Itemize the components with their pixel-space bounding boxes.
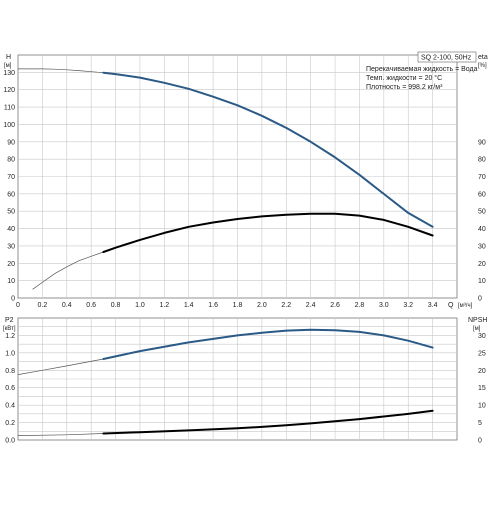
top-y-right-unit: [%] bbox=[478, 63, 487, 69]
x-tick-label: 2.6 bbox=[330, 302, 340, 309]
x-tick-label: 3.2 bbox=[403, 302, 413, 309]
top-y-left-tick-label: 90 bbox=[7, 139, 15, 146]
bottom-y-right-title: NPSH bbox=[468, 317, 487, 324]
bottom-y-left-tick-label: 0.8 bbox=[5, 368, 15, 375]
top-y-left-tick-label: 10 bbox=[7, 278, 15, 285]
bottom-y-right-unit: [м] bbox=[473, 326, 481, 332]
top-y-left-tick-label: 60 bbox=[7, 191, 15, 198]
efficiency-curve bbox=[102, 212, 434, 253]
top-y-left-tick-label: 130 bbox=[3, 70, 15, 77]
power-curve-extension bbox=[17, 358, 104, 375]
bottom-y-left-title: P2 bbox=[5, 317, 14, 324]
chart-note-1: Перекачиваемая жидкость = Вода bbox=[366, 66, 478, 73]
bottom-y-right-tick-label: 20 bbox=[478, 368, 486, 375]
x-tick-label: 1.8 bbox=[233, 302, 243, 309]
bottom-y-left-unit: [кВт] bbox=[3, 326, 16, 332]
top-y-left-tick-label: 100 bbox=[3, 122, 15, 129]
top-y-left-tick-label: 40 bbox=[7, 226, 15, 233]
chart-title-box bbox=[417, 51, 477, 63]
top-y-left-tick-label: 50 bbox=[7, 209, 15, 216]
x-tick-label: 1.0 bbox=[135, 302, 145, 309]
x-tick-label: 2.2 bbox=[281, 302, 291, 309]
x-tick-label: 0.2 bbox=[38, 302, 48, 309]
top-y-left-title: H bbox=[6, 54, 11, 61]
top-y-right-title: eta bbox=[478, 54, 488, 61]
npsh-curve bbox=[102, 409, 434, 435]
bottom-y-left-tick-label: 0.2 bbox=[5, 420, 15, 427]
top-y-left-tick-label: 0 bbox=[11, 296, 15, 303]
top-y-right-tick-label: 30 bbox=[478, 243, 486, 250]
bottom-y-left-tick-label: 0.4 bbox=[5, 403, 15, 410]
chart-title: SQ 2-100, 50Hz bbox=[421, 55, 472, 62]
x-axis-title: Q bbox=[448, 302, 454, 309]
x-tick-label: 0.8 bbox=[111, 302, 121, 309]
top-y-right-tick-label: 50 bbox=[478, 209, 486, 216]
top-y-left-unit: [м] bbox=[4, 63, 12, 69]
x-axis-unit: [м³/ч] bbox=[458, 303, 473, 309]
x-tick-label: 1.2 bbox=[159, 302, 169, 309]
head-curve-extension bbox=[18, 68, 104, 74]
power-curve bbox=[102, 328, 434, 360]
bottom-y-right-tick-label: 30 bbox=[478, 333, 486, 340]
bottom-y-left-tick-label: 0.0 bbox=[5, 438, 15, 445]
bottom-y-left-tick-label: 1.0 bbox=[5, 350, 15, 357]
x-tick-label: 3.0 bbox=[379, 302, 389, 309]
top-y-right-tick-label: 60 bbox=[478, 191, 486, 198]
top-y-right-tick-label: 20 bbox=[478, 261, 486, 268]
top-y-right-tick-label: 70 bbox=[478, 174, 486, 181]
x-tick-label: 2.8 bbox=[355, 302, 365, 309]
top-y-left-tick-label: 30 bbox=[7, 243, 15, 250]
x-tick-label: 1.6 bbox=[208, 302, 218, 309]
x-tick-label: 3.4 bbox=[428, 302, 438, 309]
top-y-left-tick-label: 120 bbox=[3, 87, 15, 94]
top-y-left-tick-label: 80 bbox=[7, 157, 15, 164]
top-y-left-tick-label: 70 bbox=[7, 174, 15, 181]
npsh-curve-extension bbox=[17, 433, 104, 436]
x-tick-label: 0.4 bbox=[62, 302, 72, 309]
x-tick-label: 2.0 bbox=[257, 302, 267, 309]
head-curve bbox=[102, 71, 434, 228]
top-y-right-tick-label: 0 bbox=[478, 296, 482, 303]
bottom-y-right-tick-label: 10 bbox=[478, 403, 486, 410]
top-y-right-tick-label: 40 bbox=[478, 226, 486, 233]
bottom-y-right-tick-label: 15 bbox=[478, 385, 486, 392]
top-y-left-tick-label: 20 bbox=[7, 261, 15, 268]
x-tick-label: 1.4 bbox=[184, 302, 194, 309]
x-tick-label: 0.6 bbox=[86, 302, 96, 309]
top-y-right-tick-label: 10 bbox=[478, 278, 486, 285]
efficiency-curve-extension bbox=[32, 251, 104, 290]
bottom-y-left-tick-label: 0.6 bbox=[5, 385, 15, 392]
bottom-y-left-tick-label: 1.2 bbox=[5, 333, 15, 340]
chart-note-2: Темп. жидкости = 20 °C bbox=[366, 74, 442, 82]
top-y-right-tick-label: 80 bbox=[478, 157, 486, 164]
top-y-right-tick-label: 90 bbox=[478, 139, 486, 146]
chart-note-3: Плотность = 998.2 кг/м³ bbox=[366, 84, 443, 91]
x-tick-label: 0 bbox=[16, 302, 20, 309]
bottom-y-right-tick-label: 25 bbox=[478, 350, 486, 357]
bottom-y-right-tick-label: 0 bbox=[478, 438, 482, 445]
top-y-left-tick-label: 110 bbox=[4, 105, 15, 112]
x-tick-label: 2.4 bbox=[306, 302, 316, 309]
bottom-y-right-tick-label: 5 bbox=[478, 420, 482, 427]
